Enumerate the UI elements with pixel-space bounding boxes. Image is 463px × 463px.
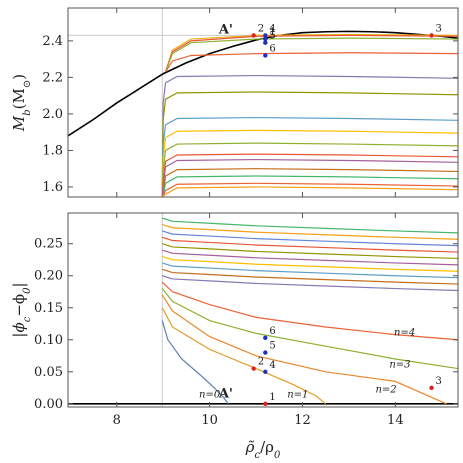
curve (162, 249, 458, 266)
label-part: M (10, 115, 28, 132)
label-part: b (22, 109, 33, 115)
curve (161, 288, 458, 370)
point-label: 1 (269, 27, 275, 38)
curve (68, 30, 458, 137)
annotation: n=4 (394, 327, 415, 338)
point (429, 385, 434, 390)
plot-area (68, 8, 458, 197)
curve (162, 236, 458, 253)
x-axis-label: ρ̃c/ρ0 (245, 438, 281, 461)
curve (164, 52, 458, 73)
label-part: ρ̃ (245, 438, 255, 456)
curve (162, 268, 458, 285)
curve (162, 168, 458, 197)
label-part: /ρ (260, 438, 274, 456)
curve (162, 182, 458, 197)
curve (162, 175, 458, 197)
curve (161, 142, 458, 197)
curve (161, 153, 458, 197)
point (263, 36, 268, 42)
curve (161, 116, 458, 197)
label-part: 0 (274, 450, 281, 461)
y-tick-label: 0.10 (34, 333, 63, 348)
curve (162, 262, 458, 279)
x-tick-label: 12 (294, 413, 311, 428)
curve (162, 255, 458, 272)
label-part: 0 (22, 287, 33, 294)
y-tick-label: 0.00 (34, 397, 63, 412)
curve (161, 74, 458, 197)
curve (161, 91, 458, 197)
y-tick-label: 1.6 (42, 180, 63, 195)
point-label: 6 (269, 326, 275, 337)
annotation: n=1 (287, 389, 308, 400)
label-part: ⊙ (22, 80, 33, 88)
curve (161, 294, 447, 405)
annotation: n=2 (375, 384, 396, 395)
frame (67, 212, 459, 408)
annotation: n=3 (389, 359, 410, 370)
annotation: n=0 (199, 389, 221, 400)
point (263, 53, 268, 58)
label-part: −ϕ (10, 294, 28, 317)
curve (162, 230, 458, 247)
point (251, 366, 256, 371)
annotation: A' (218, 23, 233, 38)
curve (162, 275, 458, 292)
x-tick-label: 8 (113, 413, 121, 428)
curve (161, 158, 458, 197)
point-label: 4 (269, 360, 275, 371)
label-part: ) (10, 74, 28, 80)
label-part: |ϕ (10, 322, 28, 337)
point (263, 401, 268, 406)
frame (67, 7, 459, 198)
curve (162, 186, 458, 197)
y-tick-label: 0.20 (34, 269, 63, 284)
annotation: A' (218, 386, 233, 401)
point-label: 2 (258, 357, 264, 368)
point-label: 5 (269, 341, 275, 352)
point (263, 335, 268, 341)
curve (162, 217, 458, 234)
plot-area (68, 213, 458, 407)
y-tick-label: 0.05 (34, 365, 63, 380)
y-tick-label: 1.8 (42, 143, 63, 158)
point-label: 3 (436, 23, 442, 34)
curve (161, 281, 458, 341)
point (429, 33, 434, 38)
curve (164, 37, 458, 73)
label-part: | (10, 282, 28, 287)
y-tick-label: 2.4 (42, 34, 63, 49)
point (263, 369, 268, 374)
y-axis-label: |ϕc−ϕ0| (10, 282, 33, 337)
point (263, 33, 268, 38)
curve (162, 223, 458, 240)
point (251, 33, 256, 38)
point (263, 350, 268, 355)
label-part: (M (10, 88, 28, 109)
point-label: 3 (436, 376, 442, 387)
curve (161, 320, 229, 405)
point (263, 40, 268, 45)
point-label: 2 (258, 23, 264, 34)
y-tick-label: 0.15 (34, 301, 63, 316)
point-label: 5 (269, 31, 275, 42)
x-tick-label: 14 (387, 413, 404, 428)
x-tick-label: 10 (201, 413, 218, 428)
point-label: 4 (269, 23, 275, 34)
label-part: c (22, 316, 33, 322)
curve (162, 243, 458, 260)
point-label: 6 (269, 43, 275, 54)
y-tick-label: 2.0 (42, 107, 63, 122)
curve (161, 129, 458, 197)
y-axis-label: Mb(M⊙) (10, 74, 33, 132)
point-label: 1 (269, 392, 275, 403)
y-tick-label: 2.2 (42, 70, 63, 85)
y-tick-label: 0.25 (34, 237, 63, 252)
curve (161, 307, 327, 405)
label-part: c (254, 450, 260, 461)
